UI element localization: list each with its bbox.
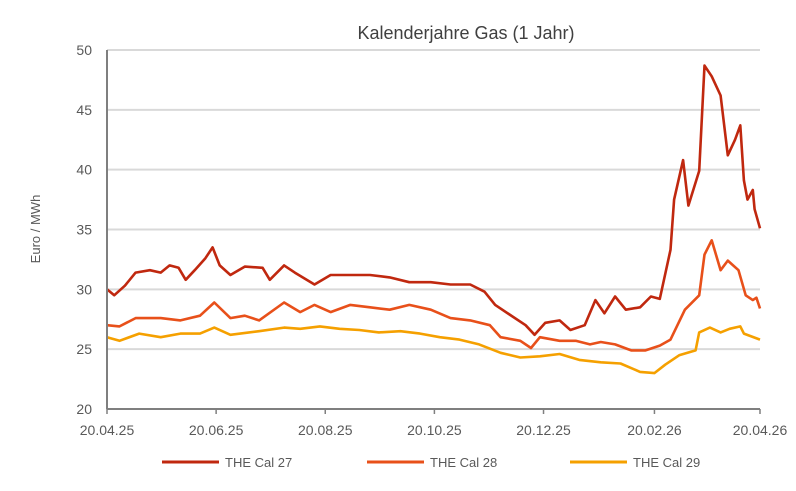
x-tick-label: 20.02.26 xyxy=(627,422,682,438)
x-tick-label: 20.06.25 xyxy=(189,422,244,438)
x-tick-label: 20.12.25 xyxy=(516,422,571,438)
y-axis-label: Euro / MWh xyxy=(28,195,43,264)
y-tick-label: 30 xyxy=(76,281,92,297)
y-tick-label: 20 xyxy=(76,401,92,417)
chart-title: Kalenderjahre Gas (1 Jahr) xyxy=(357,23,574,43)
x-tick-label: 20.10.25 xyxy=(407,422,462,438)
y-tick-label: 25 xyxy=(76,341,92,357)
x-tick-label: 20.04.25 xyxy=(80,422,135,438)
legend-label: THE Cal 29 xyxy=(633,455,700,470)
legend-label: THE Cal 28 xyxy=(430,455,497,470)
series-line-the-cal-29 xyxy=(106,325,761,375)
series-line-the-cal-27 xyxy=(106,64,762,337)
legend-label: THE Cal 27 xyxy=(225,455,292,470)
x-tick-label: 20.04.26 xyxy=(733,422,788,438)
x-tick-label: 20.08.25 xyxy=(298,422,353,438)
y-tick-label: 45 xyxy=(76,102,92,118)
series-line-the-cal-28 xyxy=(106,239,762,352)
y-tick-label: 50 xyxy=(76,42,92,58)
y-tick-label: 35 xyxy=(76,222,92,238)
y-tick-label: 40 xyxy=(76,162,92,178)
